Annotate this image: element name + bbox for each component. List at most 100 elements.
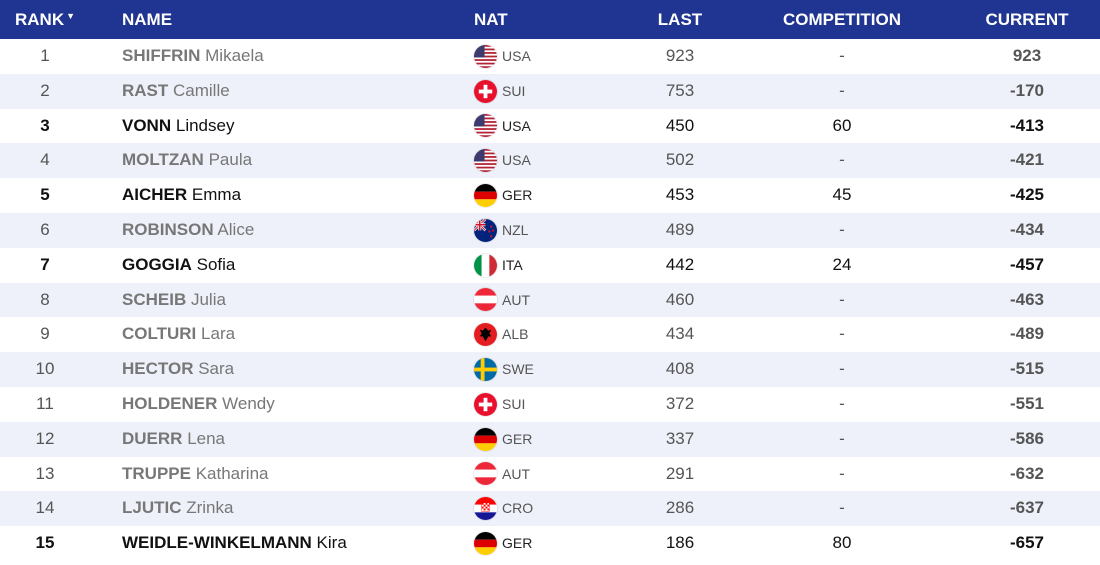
athlete-name[interactable]: MOLTZAN Paula (122, 143, 252, 178)
athlete-name[interactable]: DUERR Lena (122, 422, 225, 457)
nat-column-header[interactable]: NAT (474, 10, 508, 29)
rank-cell: 13 (35, 463, 55, 483)
table-row[interactable]: 14 LJUTIC Zrinka CRO 286 - -637 (0, 491, 1100, 527)
nation-code: SUI (502, 395, 526, 412)
table-row[interactable]: 3 VONN Lindsey USA 450 60 -413 (0, 108, 1100, 144)
athlete-name[interactable]: TRUPPE Katharina (122, 457, 268, 492)
nation-cell: GER (474, 178, 532, 213)
nation-cell: SUI (474, 74, 525, 109)
athlete-surname: HOLDENER (122, 393, 218, 413)
last-points: 753 (665, 80, 695, 100)
sui-flag-icon (474, 392, 497, 416)
nation-code: SUI (502, 82, 526, 99)
last-points: 434 (665, 324, 695, 344)
last-points: 460 (665, 289, 695, 309)
name-column-header[interactable]: NAME (122, 10, 173, 29)
athlete-given-name: Camille (173, 80, 230, 100)
table-row[interactable]: 11 HOLDENER Wendy SUI 372 - -551 (0, 386, 1100, 422)
current-points: -170 (1009, 80, 1045, 100)
table-row[interactable]: 7 GOGGIA Sofia ITA 442 24 -457 (0, 247, 1100, 283)
cro-flag-icon (474, 497, 497, 521)
nation-cell: USA (474, 109, 531, 144)
athlete-surname: HECTOR (122, 359, 194, 379)
rank-header-label: RANK (15, 10, 65, 29)
table-row[interactable]: 13 TRUPPE Katharina AUT 291 - -632 (0, 456, 1100, 492)
competition-points: 60 (832, 115, 852, 135)
athlete-name[interactable]: SCHEIB Julia (122, 283, 226, 318)
alb-flag-icon (474, 323, 497, 347)
usa-flag-icon (474, 114, 497, 138)
table-row[interactable]: 2 RAST Camille SUI 753 - -170 (0, 73, 1100, 109)
nation-cell: CRO (474, 491, 533, 526)
table-row[interactable]: 8 SCHEIB Julia AUT 460 - -463 (0, 282, 1100, 318)
competition-points: - (839, 80, 845, 100)
athlete-given-name: Mikaela (205, 46, 264, 65)
nation-code: AUT (502, 291, 530, 308)
nation-code: ITA (502, 256, 523, 273)
table-row[interactable]: 10 HECTOR Sara SWE 408 - -515 (0, 352, 1100, 387)
current-points: -551 (1009, 393, 1045, 413)
athlete-given-name: Paula (208, 150, 253, 170)
table-row[interactable]: 5 AICHER Emma GER 453 45 -425 (0, 178, 1100, 213)
last-column-header[interactable]: LAST (657, 10, 703, 29)
current-points: -515 (1009, 359, 1045, 379)
nzl-flag-icon (474, 218, 497, 242)
athlete-surname: TRUPPE (122, 463, 191, 483)
last-points: 408 (665, 359, 695, 379)
nation-cell: ITA (474, 248, 523, 283)
current-points: -637 (1009, 498, 1045, 518)
current-points: -489 (1009, 324, 1045, 344)
athlete-name[interactable]: HECTOR Sara (122, 352, 234, 387)
rank-column-header[interactable]: RANK ▼ (15, 0, 75, 42)
competition-points: 45 (832, 185, 852, 205)
athlete-name[interactable]: WEIDLE-WINKELMANN Kira (122, 526, 347, 561)
athlete-name[interactable]: SHIFFRIN Mikaela (122, 39, 264, 74)
table-row[interactable]: 1 SHIFFRIN Mikaela USA 923 - 923 (0, 39, 1100, 74)
competition-points: 24 (832, 254, 852, 274)
athlete-name[interactable]: HOLDENER Wendy (122, 387, 275, 422)
athlete-given-name: Kira (316, 533, 347, 553)
table-body: 1 SHIFFRIN Mikaela USA 923 - 923 2 RAST Camille… (0, 39, 1100, 561)
rank-cell: 10 (35, 359, 55, 379)
sui-flag-icon (474, 79, 497, 103)
table-row[interactable]: 9 COLTURI Lara ALB 434 - -489 (0, 317, 1100, 353)
table-row[interactable]: 12 DUERR Lena GER 337 - -586 (0, 421, 1100, 457)
athlete-name[interactable]: COLTURI Lara (122, 317, 235, 352)
usa-flag-icon (474, 44, 497, 68)
athlete-name[interactable]: AICHER Emma (122, 178, 241, 213)
current-column-header[interactable]: CURRENT (985, 10, 1069, 29)
last-points: 186 (665, 533, 695, 553)
competition-points: - (839, 219, 845, 239)
rank-cell: 9 (40, 324, 50, 344)
aut-flag-icon (474, 462, 497, 486)
athlete-given-name: Julia (190, 289, 226, 309)
last-points: 337 (665, 428, 695, 448)
athlete-name[interactable]: ROBINSON Alice (122, 213, 254, 248)
current-points: -421 (1009, 150, 1045, 170)
rank-cell: 5 (40, 185, 50, 205)
rank-cell: 6 (40, 219, 50, 239)
athlete-given-name: Sofia (196, 254, 236, 274)
athlete-surname: AICHER (122, 185, 188, 205)
aut-flag-icon (474, 288, 497, 312)
athlete-name[interactable]: GOGGIA Sofia (122, 248, 235, 283)
ger-flag-icon (474, 532, 497, 556)
nation-code: SWE (502, 361, 534, 378)
athlete-name[interactable]: RAST Camille (122, 74, 230, 109)
table-row[interactable]: 6 ROBINSON Alice NZL 489 - -434 (0, 212, 1100, 248)
athlete-surname: RAST (122, 80, 169, 100)
nation-cell: NZL (474, 213, 528, 248)
competition-points: - (839, 428, 845, 448)
athlete-name[interactable]: LJUTIC Zrinka (122, 491, 233, 526)
table-row[interactable]: 4 MOLTZAN Paula USA 502 - -421 (0, 143, 1100, 179)
athlete-name[interactable]: VONN Lindsey (122, 109, 234, 144)
athlete-surname: SCHEIB (122, 289, 187, 309)
nation-cell: SUI (474, 387, 525, 422)
athlete-given-name: Zrinka (186, 498, 234, 518)
sort-caret-icon[interactable]: ▼ (66, 11, 76, 21)
last-points: 489 (665, 219, 695, 239)
rank-cell: 11 (36, 393, 54, 413)
current-points: -657 (1009, 533, 1045, 553)
competition-column-header[interactable]: COMPETITION (782, 10, 902, 29)
table-row[interactable]: 15 WEIDLE-WINKELMANN Kira GER 186 80 -657 (0, 526, 1100, 561)
